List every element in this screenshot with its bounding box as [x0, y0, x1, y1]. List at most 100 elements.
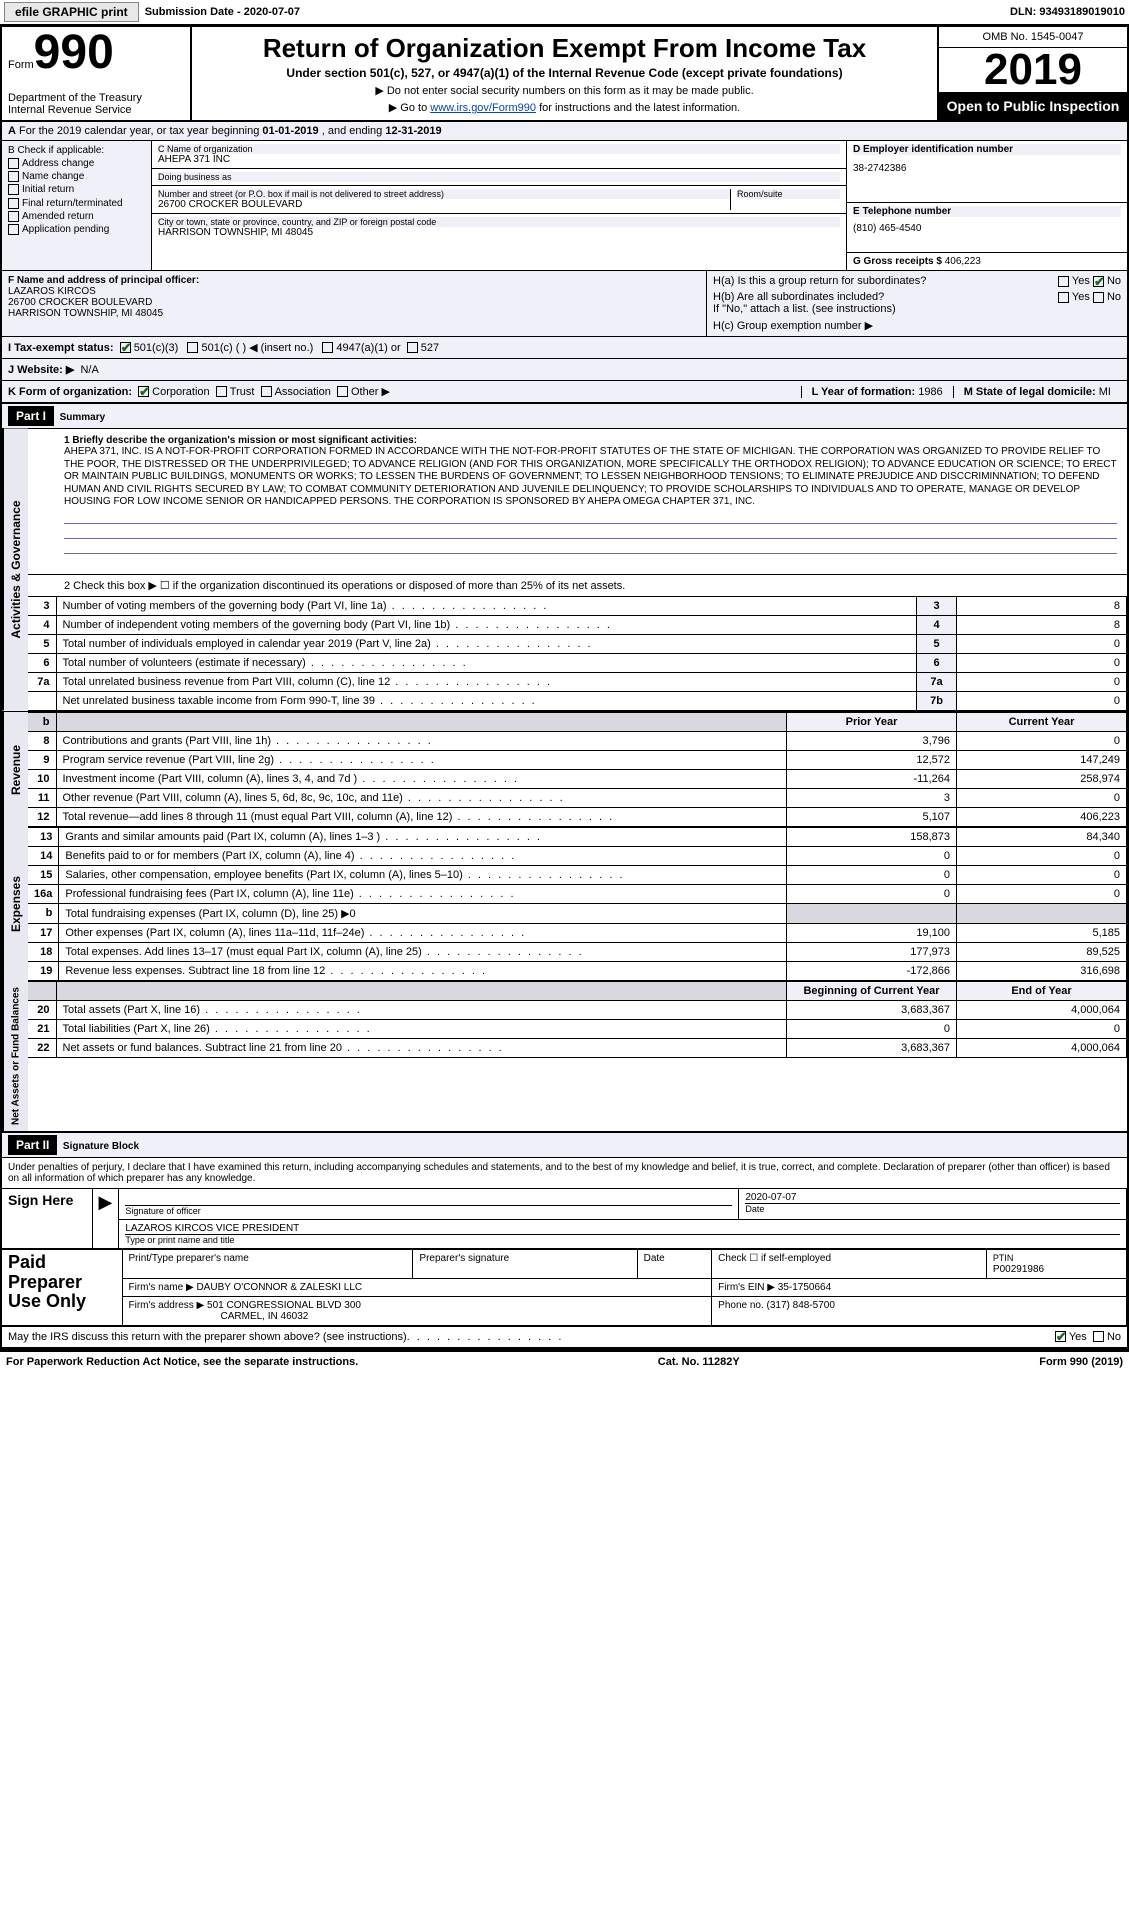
part2-badge: Part II [8, 1135, 57, 1155]
form-header: Form990 Department of the Treasury Inter… [2, 27, 1127, 122]
row-k-form-org: K Form of organization: Corporation Trus… [2, 381, 1127, 404]
firm-name-label: Firm's name ▶ [129, 1282, 197, 1293]
firm-name: DAUBY O'CONNOR & ZALESKI LLC [196, 1282, 362, 1293]
vert-revenue: Revenue [2, 712, 28, 827]
ein-label: D Employer identification number [853, 144, 1121, 155]
chk-initial-return[interactable]: Initial return [8, 184, 145, 195]
phone-label: E Telephone number [853, 206, 1121, 217]
chk-association[interactable] [261, 386, 272, 397]
prep-date-label: Date [637, 1249, 712, 1278]
chk-discuss-no[interactable] [1093, 1331, 1104, 1342]
table-row: 6Total number of volunteers (estimate if… [28, 653, 1127, 672]
irs-link[interactable]: www.irs.gov/Form990 [430, 102, 536, 114]
ptin-label: PTIN [993, 1253, 1014, 1263]
table-row: 5Total number of individuals employed in… [28, 634, 1127, 653]
chk-discuss-yes[interactable] [1055, 1331, 1066, 1342]
table-row: 13Grants and similar amounts paid (Part … [28, 827, 1127, 846]
col-b-checkboxes: B Check if applicable: Address change Na… [2, 141, 152, 270]
tax-status-label: I Tax-exempt status: [8, 342, 114, 354]
net-assets-section: Net Assets or Fund Balances Beginning of… [2, 981, 1127, 1131]
section-fh: F Name and address of principal officer:… [2, 271, 1127, 337]
col-b-label: B Check if applicable: [8, 145, 145, 156]
table-row: 9Program service revenue (Part VIII, lin… [28, 750, 1127, 769]
part1-badge: Part I [8, 406, 54, 426]
section-bcd: B Check if applicable: Address change Na… [2, 141, 1127, 271]
chk-527[interactable] [407, 342, 418, 353]
table-row: 7aTotal unrelated business revenue from … [28, 672, 1127, 691]
street-value: 26700 CROCKER BOULEVARD [158, 199, 730, 210]
chk-other[interactable] [337, 386, 348, 397]
org-name-label: C Name of organization [158, 144, 840, 154]
ptin-value: P00291986 [993, 1264, 1044, 1275]
line1-label: 1 Briefly describe the organization's mi… [64, 435, 1117, 446]
city-label: City or town, state or province, country… [158, 217, 840, 227]
form-label: Form [8, 59, 34, 71]
chk-trust[interactable] [216, 386, 227, 397]
hdr-prior-year: Prior Year [787, 712, 957, 731]
firm-addr-label: Firm's address ▶ [129, 1300, 208, 1311]
chk-corporation[interactable] [138, 386, 149, 397]
chk-address-change[interactable]: Address change [8, 158, 145, 169]
header-mid: Return of Organization Exempt From Incom… [192, 27, 937, 120]
paid-preparer-table: Paid Preparer Use Only Print/Type prepar… [2, 1249, 1127, 1326]
hdr-end-year: End of Year [957, 981, 1127, 1000]
col-f-officer: F Name and address of principal officer:… [2, 271, 707, 336]
table-row: 8Contributions and grants (Part VIII, li… [28, 731, 1127, 750]
form-org-label: K Form of organization: [8, 386, 132, 398]
footer: For Paperwork Reduction Act Notice, see … [0, 1351, 1129, 1372]
expenses-section: Expenses 13Grants and similar amounts pa… [2, 827, 1127, 981]
discuss-text: May the IRS discuss this return with the… [8, 1331, 407, 1343]
activities-governance-section: Activities & Governance 1 Briefly descri… [2, 429, 1127, 711]
table-row: 3Number of voting members of the governi… [28, 596, 1127, 615]
discuss-row: May the IRS discuss this return with the… [2, 1326, 1127, 1349]
table-row: 17Other expenses (Part IX, column (A), l… [28, 923, 1127, 942]
part2-header-row: Part II Signature Block [2, 1131, 1127, 1158]
part1-title: Summary [60, 412, 106, 423]
arrow-icon: ▶ [92, 1188, 119, 1248]
header-right: OMB No. 1545-0047 2019 Open to Public In… [937, 27, 1127, 120]
part1-header-row: Part I Summary [2, 404, 1127, 429]
chk-4947[interactable] [322, 342, 333, 353]
table-row: 20Total assets (Part X, line 16)3,683,36… [28, 1000, 1127, 1019]
sig-date-value: 2020-07-07 [745, 1192, 1120, 1203]
revenue-section: Revenue b Prior Year Current Year 8Contr… [2, 711, 1127, 827]
penalty-text: Under penalties of perjury, I declare th… [2, 1158, 1127, 1188]
table-row: Net unrelated business taxable income fr… [28, 691, 1127, 710]
hc-label: H(c) Group exemption number ▶ [713, 319, 1121, 332]
firm-addr1: 501 CONGRESSIONAL BLVD 300 [207, 1300, 361, 1311]
revenue-table: b Prior Year Current Year 8Contributions… [28, 712, 1127, 827]
hb-label: H(b) Are all subordinates included? [713, 291, 1058, 303]
officer-name-title: LAZAROS KIRCOS VICE PRESIDENT [125, 1223, 1120, 1234]
chk-amended[interactable]: Amended return [8, 211, 145, 222]
website-label: J Website: ▶ [8, 363, 74, 376]
hb-note: If "No," attach a list. (see instruction… [713, 303, 1121, 315]
form-990: Form990 Department of the Treasury Inter… [0, 25, 1129, 1351]
prep-sig-label: Preparer's signature [413, 1249, 637, 1278]
table-row: 12Total revenue—add lines 8 through 11 (… [28, 807, 1127, 826]
table-row: 10Investment income (Part VIII, column (… [28, 769, 1127, 788]
year-formation: L Year of formation: 1986 [801, 386, 953, 398]
efile-print-button[interactable]: efile GRAPHIC print [4, 2, 139, 22]
table-row: bTotal fundraising expenses (Part IX, co… [28, 903, 1127, 923]
officer-street: 26700 CROCKER BOULEVARD [8, 297, 700, 308]
table-row: 11Other revenue (Part VIII, column (A), … [28, 788, 1127, 807]
hdr-b: b [28, 712, 56, 731]
chk-final-return[interactable]: Final return/terminated [8, 198, 145, 209]
officer-name: LAZAROS KIRCOS [8, 286, 700, 297]
firm-addr2: CARMEL, IN 46032 [221, 1311, 309, 1322]
firm-ein: 35-1750664 [778, 1282, 831, 1293]
chk-application-pending[interactable]: Application pending [8, 224, 145, 235]
officer-label: F Name and address of principal officer: [8, 275, 199, 286]
open-to-public: Open to Public Inspection [939, 92, 1127, 120]
dba-label: Doing business as [158, 172, 840, 182]
expenses-table: 13Grants and similar amounts paid (Part … [28, 827, 1127, 981]
phone-value: (810) 465-4540 [853, 223, 1121, 234]
net-assets-table: Beginning of Current Year End of Year 20… [28, 981, 1127, 1058]
chk-name-change[interactable]: Name change [8, 171, 145, 182]
chk-501c[interactable] [187, 342, 198, 353]
submission-date-label: Submission Date - 2020-07-07 [145, 6, 300, 18]
chk-501c3[interactable] [120, 342, 131, 353]
sign-here-table: Sign Here ▶ Signature of officer 2020-07… [2, 1188, 1127, 1249]
top-bar: efile GRAPHIC print Submission Date - 20… [0, 0, 1129, 25]
hdr-begin-year: Beginning of Current Year [787, 981, 957, 1000]
